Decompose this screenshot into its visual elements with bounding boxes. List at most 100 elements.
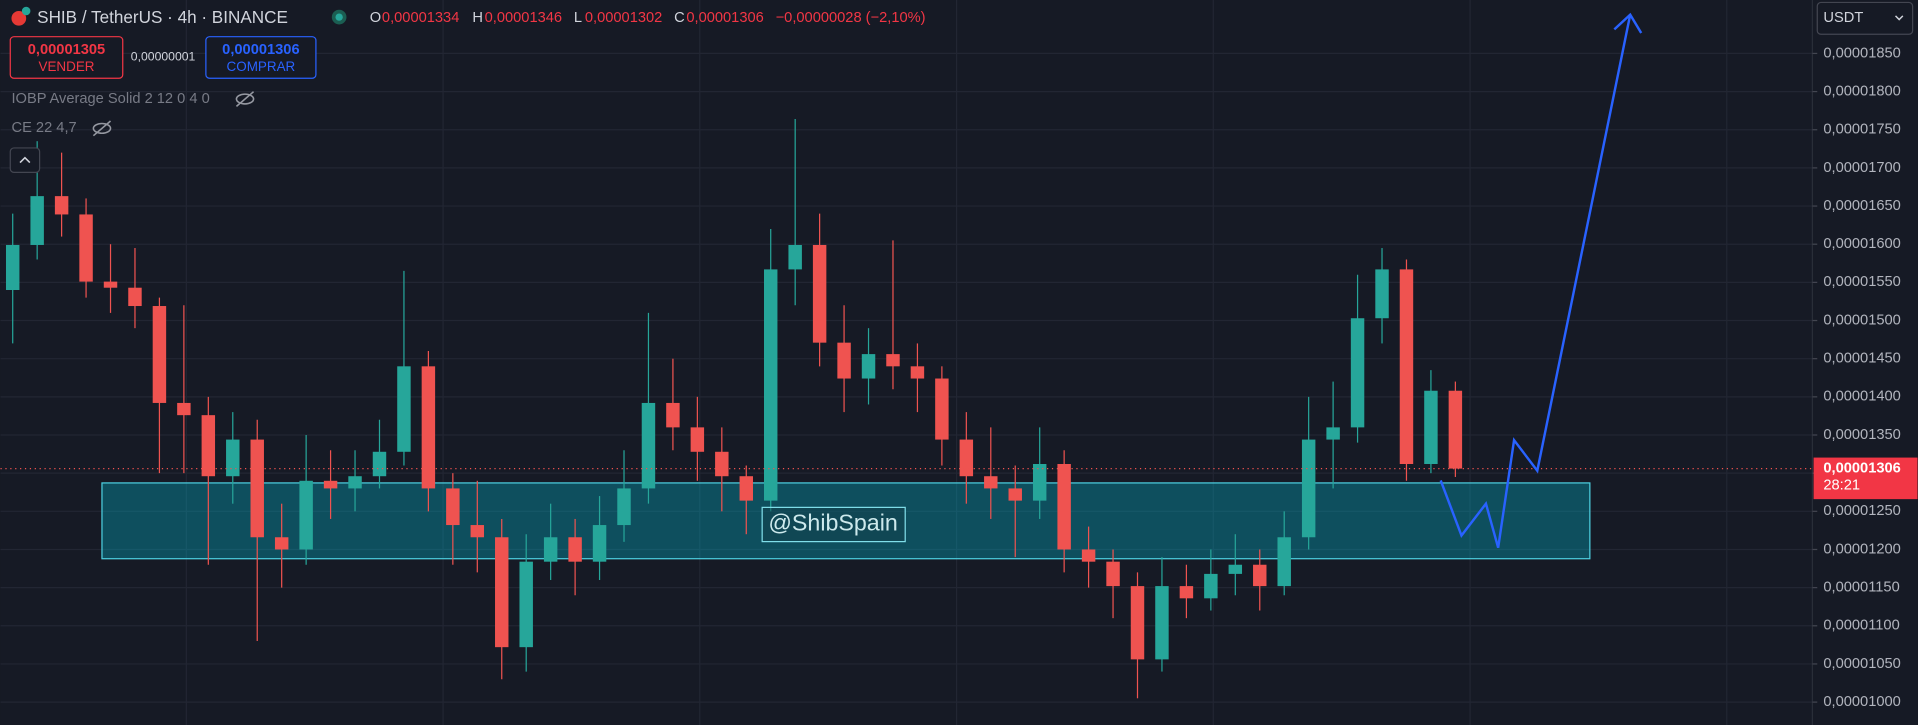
collapse-button[interactable] [9, 147, 41, 173]
sell-price[interactable]: 0,00001305 [28, 42, 105, 58]
eye-icon[interactable] [235, 93, 255, 105]
buy-label[interactable]: COMPRAR [227, 59, 296, 74]
candle-body [177, 402, 191, 416]
dropdown-caret[interactable] [1894, 15, 1904, 21]
candle-body [250, 439, 264, 538]
buy-box[interactable] [205, 36, 317, 79]
sell-box[interactable] [9, 36, 124, 79]
candle-body [715, 451, 729, 477]
exchange-logo [21, 6, 31, 16]
candle-body [1057, 464, 1071, 550]
candle-body [1375, 269, 1389, 319]
buy-button[interactable]: 0,00001306 COMPRAR [205, 36, 317, 79]
y-tick-label: 0,00001100 [1823, 618, 1899, 634]
currency-select[interactable]: USDT [1816, 1, 1914, 35]
candle-body [861, 354, 876, 379]
ohlc-label: H [472, 10, 483, 26]
collapse-box[interactable] [9, 147, 41, 173]
candle-body [201, 415, 216, 477]
candle-body [1399, 269, 1414, 465]
candle-body [30, 196, 44, 245]
collapse-icon[interactable] [19, 156, 31, 164]
candle-body [1081, 549, 1096, 562]
candle-body [323, 480, 338, 489]
candle-body [1130, 586, 1145, 660]
candle-body [1424, 390, 1438, 465]
sell-label[interactable]: VENDER [38, 59, 94, 74]
y-tick-label: 0,00001450 [1823, 351, 1900, 367]
buy-price[interactable]: 0,00001306 [222, 42, 299, 58]
candle-body [495, 537, 509, 648]
currency-box[interactable] [1816, 1, 1914, 35]
ohlc-value: 0,00001306 [686, 10, 763, 26]
candle-body [543, 537, 558, 562]
candle-body [152, 306, 167, 403]
candle-body [812, 244, 827, 343]
candle-body [5, 244, 20, 290]
candle-body [1448, 390, 1463, 469]
candle-body [1350, 318, 1365, 428]
y-tick-label: 0,00001050 [1823, 656, 1900, 672]
candle-body [299, 480, 313, 550]
candle-body [1032, 464, 1047, 501]
y-tick-label: 0,00001750 [1823, 122, 1900, 138]
candle-body [348, 476, 362, 489]
y-tick-label: 0,00001600 [1823, 236, 1900, 252]
candle-body [470, 525, 485, 538]
candle-body [397, 366, 411, 452]
candle-body [984, 476, 998, 489]
eye-slash[interactable] [235, 91, 255, 107]
price-scale [1812, 0, 1918, 725]
candle-body [959, 439, 974, 477]
candle-body [519, 561, 533, 648]
candle-body [910, 366, 925, 379]
y-tick-label: 0,00001150 [1823, 580, 1899, 596]
symbol-title[interactable]: SHIB / TetherUS · 4h · BINANCE [37, 8, 288, 27]
candle-body [935, 378, 949, 440]
candle-body [1106, 561, 1120, 587]
candle-body [1155, 586, 1169, 660]
price-tag-value: 0,00001306 [1823, 460, 1900, 476]
y-tick-label: 0,00001350 [1823, 427, 1900, 443]
indicator-label[interactable]: CE 22 4,7 [11, 120, 76, 136]
watermark: @ShibSpain [768, 510, 897, 536]
ohlc-label: O [370, 10, 381, 26]
sell-button[interactable]: 0,00001305 VENDER [9, 36, 124, 79]
ohlc-label: L [574, 10, 582, 26]
projection-path [1439, 14, 1632, 549]
visibility-toggle[interactable] [92, 120, 112, 137]
y-tick-label: 0,00001400 [1823, 389, 1900, 405]
candle-body [837, 342, 851, 379]
watermark-box [761, 506, 906, 543]
support-zone [101, 482, 1591, 560]
candle-body [1204, 573, 1218, 599]
eye-slash[interactable] [92, 120, 112, 137]
candle-body [788, 244, 802, 270]
y-tick-label: 0,00001650 [1823, 198, 1900, 214]
price-tag: 0,00001306 28:21 [1813, 457, 1918, 500]
y-tick-label: 0,00001250 [1823, 503, 1900, 519]
ohlc-value: 0,00001346 [485, 10, 562, 26]
candle-body [421, 366, 436, 489]
visibility-toggle[interactable] [235, 91, 255, 107]
candle-body [1179, 586, 1194, 599]
candle-body [617, 488, 631, 526]
candle-body [592, 525, 607, 562]
candle-body [1326, 427, 1340, 440]
candle-body [446, 488, 460, 526]
indicator-label[interactable]: IOBP Average Solid 2 12 0 4 0 [11, 91, 209, 107]
candle-body [666, 402, 680, 428]
candle-body [739, 476, 753, 501]
currency-label[interactable]: USDT [1823, 10, 1863, 26]
market-status [335, 13, 343, 21]
candle-body [372, 451, 387, 477]
price-tag-box [1813, 457, 1918, 500]
eye-icon[interactable] [92, 122, 112, 135]
y-tick-label: 0,00001500 [1823, 312, 1900, 328]
candle-body [1301, 439, 1316, 538]
y-tick-label: 0,00001850 [1823, 45, 1900, 61]
y-tick-label: 0,00001800 [1823, 83, 1900, 99]
candle-body [128, 287, 142, 307]
